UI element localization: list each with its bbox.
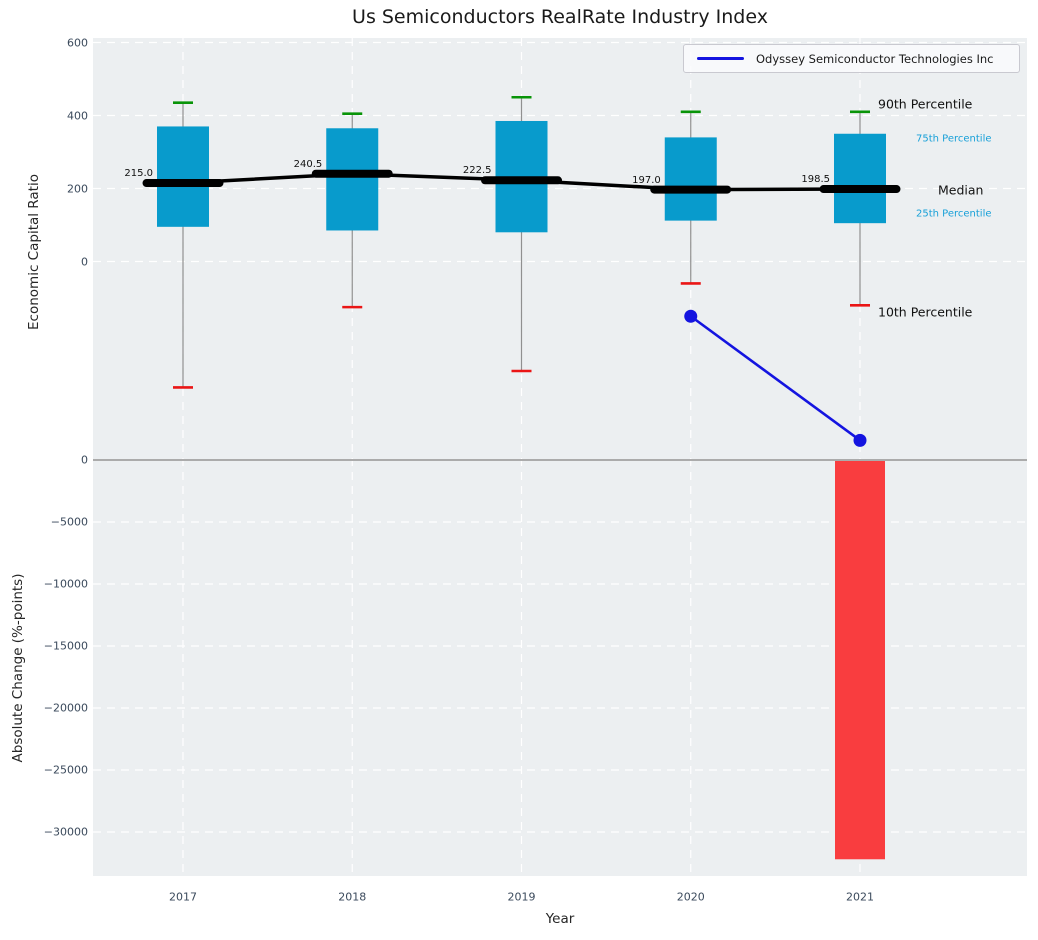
chart-title: Us Semiconductors RealRate Industry Inde… [352,6,768,28]
y-tick-label: −15000 [43,639,88,653]
y-tick-label: 600 [67,36,88,49]
odyssey-line [689,315,861,442]
y-tick-label: −5000 [50,515,88,529]
x-tick-label: 2020 [676,890,705,904]
box-iqr [834,133,886,224]
legend: Odyssey Semiconductor Technologies Inc [683,44,1020,73]
plot-background [93,38,1027,876]
median-value-label: 215.0 [124,168,153,180]
annotation-90th-percentile: 90th Percentile [878,96,973,112]
bar-negative-change [835,460,885,860]
x-tick-label: 2018 [338,890,367,904]
y-axis-label-top: Economic Capital Ratio [26,174,42,330]
annotation-25th-percentile: 25th Percentile [916,208,992,220]
odyssey-marker [684,309,698,323]
x-tick-label: 2021 [846,890,874,904]
x-tick-label: 2017 [169,890,197,904]
median-value-label: 197.0 [632,174,661,186]
y-axis-label-bottom: Absolute Change (%-points) [10,573,26,763]
median-value-label: 198.5 [801,174,830,186]
y-tick-label: 200 [67,182,88,195]
box-iqr [157,126,209,227]
x-axis-label: Year [545,911,575,927]
median-value-label: 222.5 [462,165,492,177]
y-tick-label: 0 [81,453,88,467]
annotation-75th-percentile: 75th Percentile [916,133,992,145]
legend-line-swatch [697,57,744,60]
box-iqr [664,137,717,221]
y-tick-label: 0 [81,255,88,268]
legend-label: Odyssey Semiconductor Technologies Inc [756,51,994,66]
median-value-label: 240.5 [293,158,323,170]
y-tick-label: 400 [67,109,88,122]
y-tick-label: −30000 [43,825,88,839]
x-tick-label: 2019 [507,890,536,904]
box-iqr [326,128,379,231]
y-tick-label: −25000 [43,763,88,777]
y-tick-label: −10000 [43,577,88,591]
annotation-median: Median [938,182,984,198]
odyssey-marker [853,433,867,447]
annotation-10th-percentile: 10th Percentile [878,304,973,320]
y-tick-label: −20000 [43,701,88,715]
